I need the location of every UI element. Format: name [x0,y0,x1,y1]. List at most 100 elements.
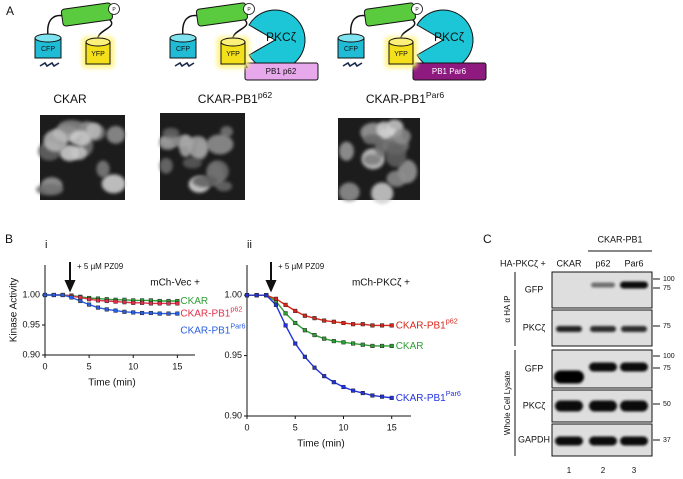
cell [85,122,102,140]
x-tick-label: 10 [338,422,348,432]
cfp-label: CFP [176,46,190,53]
data-point [140,300,145,305]
blot-label: GFP [525,363,544,373]
cell [376,121,392,139]
microscopy-image [158,113,245,200]
legend-label-sup: p62 [230,304,242,313]
cfp-label: CFP [41,46,55,53]
cell [106,125,126,144]
y-tick-label: 0.95 [224,350,242,360]
blot-band [555,436,583,446]
blot-band [555,400,583,412]
cell [393,128,411,145]
legend-label-main: CKAR-PB1 [180,308,230,319]
blot-label: PKCζ [523,400,546,410]
legend-label-main: CKAR [396,341,424,352]
excitation-bolt [342,61,363,68]
x-tick-label: 0 [244,422,249,432]
cell [371,182,394,205]
legend-label-sup: p62 [446,316,458,325]
legend-label: CKAR-PB1Par6 [396,389,461,404]
data-point [283,323,288,328]
legend-label: CKAR-PB1p62 [396,316,458,331]
data-point [302,313,307,318]
blot-panel [551,349,653,389]
legend-label: CKAR-PB1p62 [180,304,242,319]
cell [162,127,180,139]
data-point [380,394,385,399]
lane-label: Par6 [624,258,643,268]
x-tick-label: 5 [87,361,92,371]
annotation: + 5 µM PZ09 [77,262,124,271]
mw-marker: 75 [663,323,671,330]
legend-label: CKAR [396,341,424,352]
data-point [360,322,365,327]
cfp-label: CFP [344,46,358,53]
x-tick-label: 15 [172,361,182,371]
lane-label: p62 [595,258,610,268]
legend-label: CKAR-PB1Par6 [180,322,245,337]
cell [338,182,360,202]
lane-number: 3 [632,466,637,475]
pb1-domain [244,62,319,81]
blot-band [589,436,617,446]
construct-name-main: CKAR-PB1 [198,92,258,106]
data-point [360,390,365,396]
data-point [389,395,394,400]
x-tick-label: 15 [387,422,397,432]
panel-sublabel: i [45,239,47,251]
data-point [322,336,327,341]
data-point [166,301,171,306]
legend-label-sup: Par6 [230,322,245,331]
mw-marker: 75 [663,365,671,372]
x-tick-label: 5 [293,422,298,432]
series-line [45,294,178,315]
excitation-bolt [39,61,60,68]
microscopy-image [338,118,420,205]
data-point [312,365,317,370]
blot-band [591,282,615,288]
blot-band [620,362,648,372]
cell [363,154,381,165]
data-point [175,311,180,316]
series-line [247,294,392,399]
data-point [60,292,65,298]
mw-marker: 37 [663,437,671,444]
legend-label-main: CKAR [180,296,208,307]
data-point [341,320,346,326]
blot-label: PKCζ [523,322,546,332]
mw-marker: 75 [663,285,671,292]
legend-label-main: CKAR-PB1 [396,320,446,331]
data-point [370,323,375,328]
cell [338,141,354,161]
data-point [264,293,269,298]
data-point [122,300,127,305]
x-axis-label: Time (min) [297,439,344,450]
y-tick-label: 0.95 [22,319,40,329]
blot-panel [551,389,653,423]
linker [46,14,65,37]
legend-label-main: CKAR-PB1 [180,325,230,336]
kinase-label: PKCζ [434,30,465,44]
legend-label-main: CKAR-PB1 [396,393,446,404]
construct-name: CKAR-PB1Par6 [366,90,444,106]
y-tick-label: 0.90 [224,410,242,420]
data-point [360,342,365,347]
pb1-label: PB1 p62 [266,67,297,76]
data-point [389,343,394,348]
yfp-top [220,37,246,47]
blot-band [554,370,584,384]
construct-diagram: PKCζ PB1 Par6 P CFP YFP [337,2,487,81]
cfp-top [34,33,62,43]
series-line [247,294,392,327]
data-point [293,320,298,326]
data-point [140,310,145,316]
pb1-domain [412,62,487,81]
data-point [331,380,336,385]
panel-label: C [483,232,492,246]
cell [220,126,233,138]
linker [349,14,368,37]
linker [181,14,200,37]
blot-panel [551,423,653,457]
x-tick-label: 10 [128,361,138,371]
